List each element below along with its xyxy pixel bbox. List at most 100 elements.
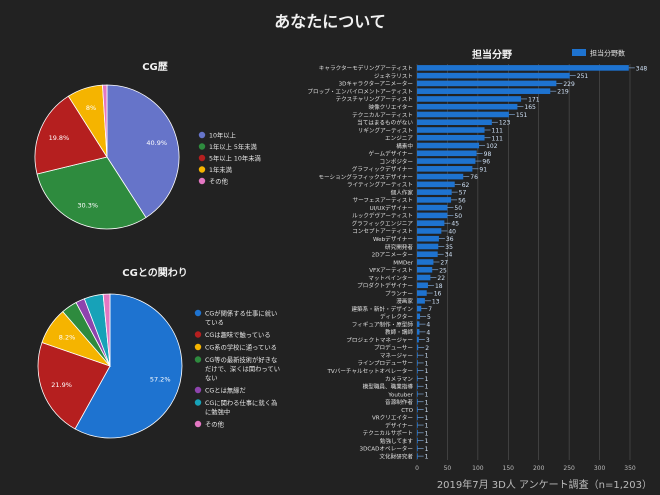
bar <box>417 344 419 351</box>
bar <box>417 414 418 421</box>
bar <box>417 422 418 428</box>
bar <box>417 259 434 265</box>
y-category-label: 漫画家 <box>396 297 413 305</box>
bar <box>417 181 455 188</box>
legend-label: CGは趣味で触っている <box>205 330 271 339</box>
bar-value-label: 123 <box>499 120 511 127</box>
bar-value-label: 96 <box>482 159 490 166</box>
bar-value-label: 102 <box>486 143 498 150</box>
y-category-label: 教師・講師 <box>385 328 413 336</box>
bar-value-label: 171 <box>528 96 540 103</box>
legend-label: 1年未満 <box>209 165 233 174</box>
bar-value-label: 98 <box>484 151 492 158</box>
y-category-label: TVバーチャルセットオペレーター <box>326 367 413 375</box>
bar-value-label: 1 <box>425 376 429 383</box>
bar-value-label: 45 <box>451 221 459 228</box>
bar <box>417 228 442 234</box>
bar <box>417 266 433 273</box>
pie-slice <box>102 293 111 367</box>
bar <box>417 383 418 390</box>
bar-value-label: 111 <box>492 127 504 134</box>
y-category-label: 当てはまるものがない <box>357 119 413 127</box>
bar <box>417 127 485 133</box>
bar-value-label: 56 <box>458 197 466 204</box>
pie-data-label: 57.2% <box>150 376 171 384</box>
bar <box>417 367 418 374</box>
legend-label: その他 <box>209 177 229 186</box>
bar-value-label: 25 <box>439 267 447 274</box>
y-category-label: プロデューサー <box>374 344 413 352</box>
bar <box>417 88 551 94</box>
x-tick-label: 150 <box>503 465 515 472</box>
bar-value-label: 2 <box>425 345 429 352</box>
bar <box>417 111 509 118</box>
bar-value-label: 62 <box>462 182 470 189</box>
y-category-label: 個人作家 <box>391 188 414 196</box>
pie-chart-1: CGとの関わり 57.2% 21.9% 8.2% CGが関係する仕事に就いている CGは趣… <box>37 267 280 439</box>
bar <box>417 134 485 141</box>
pie-data-label: 19.8% <box>49 134 70 142</box>
y-category-label: プロップ・エンバイロメントアーティスト <box>307 88 413 95</box>
bar-value-label: 151 <box>516 112 528 119</box>
bar <box>417 173 464 180</box>
legend-label: 5年以上 10年未満 <box>209 154 262 163</box>
y-category-label: 模型職員、職業指導 <box>363 383 414 391</box>
x-tick-label: 50 <box>444 465 452 472</box>
bar <box>417 142 480 149</box>
bar-value-label: 1 <box>425 360 429 367</box>
y-category-label: グラフィックデザイナー <box>352 165 414 173</box>
bar <box>417 65 629 71</box>
bar <box>417 235 439 242</box>
y-category-label: 勉強してます <box>380 437 414 445</box>
bar <box>417 197 452 203</box>
legend-label: その他 <box>205 420 225 429</box>
bar <box>417 298 425 304</box>
bar <box>417 96 522 102</box>
y-category-label: サーフェスアーティスト <box>352 197 413 204</box>
legend-marker <box>194 420 202 428</box>
bar-value-label: 251 <box>577 73 589 80</box>
y-category-label: テクニカルアーティスト <box>352 112 413 119</box>
bar <box>417 313 421 320</box>
y-category-label: プランナー <box>385 290 413 297</box>
legend-marker <box>198 166 206 173</box>
y-category-label: プロダクトデザイナー <box>357 282 413 290</box>
x-tick-label: 250 <box>563 465 575 472</box>
bar <box>417 391 418 397</box>
y-category-label: モーショングラフィックスデザイナー <box>318 173 413 181</box>
pie-data-label: 30.3% <box>77 202 98 210</box>
bar-value-label: 50 <box>454 205 462 212</box>
bar <box>417 430 418 436</box>
y-category-label: ライティングアーティスト <box>347 181 413 189</box>
bar-value-label: 57 <box>459 190 467 197</box>
y-category-label: VFXアーティスト <box>369 267 413 274</box>
bar-value-label: 1 <box>425 423 429 430</box>
bar-value-label: 1 <box>425 391 429 398</box>
y-category-label: 研究開発者 <box>385 243 413 251</box>
bar <box>417 352 418 358</box>
y-category-label: 3DCADオペレーター <box>360 445 414 453</box>
pie-slice <box>74 293 183 439</box>
bar <box>417 189 452 195</box>
y-category-label: 音源制作者 <box>385 398 413 406</box>
legend-marker <box>194 356 202 363</box>
y-category-label: ゲームデザイナー <box>369 150 414 158</box>
x-tick-label: 200 <box>533 465 545 472</box>
legend-marker <box>194 399 202 406</box>
legend-marker <box>194 331 202 338</box>
bar-value-label: 229 <box>563 81 575 88</box>
bar <box>417 437 418 444</box>
bar-value-label: 5 <box>427 314 431 321</box>
legend-label: CGが関係する仕事に就いている <box>205 309 277 327</box>
bar <box>417 329 420 335</box>
y-category-label: 建築系・新計・デザイン <box>351 305 413 313</box>
bar-value-label: 40 <box>448 228 456 235</box>
bar-value-label: 16 <box>434 291 442 298</box>
pie-slice <box>36 156 147 230</box>
legend-label: 担当分野数 <box>590 49 625 58</box>
pie-data-label: 21.9% <box>51 381 72 389</box>
bar-value-label: 1 <box>425 368 429 375</box>
bar-value-label: 1 <box>425 353 429 360</box>
x-tick-label: 300 <box>594 465 606 472</box>
y-category-label: UI/UXデザイナー <box>370 204 414 212</box>
